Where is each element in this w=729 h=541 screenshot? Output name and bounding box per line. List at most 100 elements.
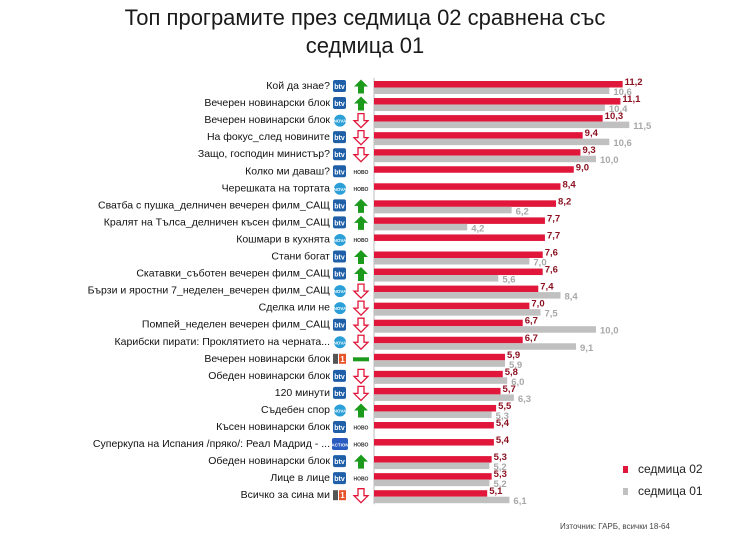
category-label: Бързи и яростни 7_неделен_вечерен филм_С… — [88, 285, 331, 297]
btv-logo-text: btv — [334, 169, 345, 176]
category-label: Колко ми даваш? — [245, 165, 330, 177]
bar-week02 — [374, 302, 530, 310]
value-label-week01: 11,5 — [633, 121, 652, 132]
bar-week02 — [374, 319, 523, 327]
btv-logo-text: btv — [334, 272, 345, 279]
arrow-down-icon — [352, 334, 370, 351]
arrow-up-icon — [354, 267, 368, 282]
btv-logo-text: btv — [334, 459, 345, 466]
nova-logo-icon — [334, 114, 346, 127]
value-label-week02: 5,7 — [503, 384, 516, 395]
category-label: Карибски пирати: Проклятието на черната.… — [115, 336, 330, 348]
bar-week02 — [374, 353, 505, 361]
action-logo-text: ACTION — [331, 443, 348, 448]
arrow-down-icon — [352, 300, 370, 317]
no-change-icon — [353, 357, 369, 362]
value-label-week01: 5,2 — [493, 462, 506, 473]
bar-week02 — [374, 200, 557, 207]
btv-logo-text: btv — [334, 135, 345, 142]
bar-week01 — [374, 309, 541, 316]
value-label-week02: 11,2 — [625, 77, 643, 88]
chart-title: Топ програмите през седмица 02 сравнена … — [40, 4, 690, 60]
value-label-week02: 9,4 — [585, 128, 599, 139]
arrow-down-icon — [352, 283, 370, 300]
btv-logo-text: btv — [334, 101, 345, 108]
arrow-up-icon — [354, 96, 368, 111]
new-badge: НОВО — [354, 187, 369, 193]
legend-swatch-week01 — [623, 487, 628, 495]
btv-logo-icon — [333, 472, 346, 485]
category-label: Сделка или не — [259, 302, 330, 314]
btv-logo-text: btv — [334, 323, 345, 330]
value-label-week02: 5,9 — [507, 350, 520, 361]
category-label: 120 минути — [275, 387, 330, 399]
value-label-week02: 11,1 — [622, 94, 641, 105]
btv-logo-icon — [333, 80, 346, 92]
nova-logo-text: NOVA — [334, 238, 347, 243]
value-label-week01: 5,2 — [493, 479, 506, 490]
bar-week02 — [374, 217, 545, 224]
category-label: Вечерен новинарски блок — [204, 353, 330, 365]
bar-week01 — [374, 411, 492, 418]
value-label-week01: 5,9 — [509, 360, 522, 371]
value-label-week01: 6,0 — [511, 377, 524, 388]
value-label-week01: 10,6 — [613, 138, 632, 149]
category-label: Стани богат — [271, 251, 330, 263]
category-label: Сватба с пушка_делничен вечерен филм_САЩ — [98, 199, 330, 211]
bar-week01 — [374, 377, 508, 384]
arrow-up-icon — [354, 215, 368, 230]
btv-logo-text: btv — [334, 203, 345, 210]
value-label-week01: 9,1 — [580, 343, 594, 354]
value-label-week02: 5,5 — [498, 401, 512, 412]
value-label-week02: 6,7 — [525, 333, 538, 344]
value-label-week02: 6,7 — [525, 316, 538, 327]
value-label-week02: 5,4 — [496, 435, 510, 446]
legend-label-week02: седмица 02 — [638, 462, 703, 476]
bnt-logo-icon — [339, 353, 346, 364]
category-label: Всичко за сина ми — [241, 489, 331, 501]
chart-legend: седмица 02 седмица 01 — [623, 458, 703, 502]
bar-week01 — [374, 360, 505, 367]
legend-item-week02: седмица 02 — [623, 458, 703, 480]
nova-logo-icon — [334, 233, 346, 246]
value-label-week01: 5,3 — [496, 411, 509, 422]
value-label-week02: 7,7 — [547, 230, 560, 241]
value-label-week01: 10,6 — [613, 87, 632, 98]
arrow-up-icon — [354, 250, 368, 264]
nova-logo-icon — [334, 285, 346, 298]
category-label: Скатавки_съботен вечерен филм_САЩ — [136, 268, 330, 280]
category-label: Суперкупа на Испания /пряко/: Реал Мадри… — [93, 438, 330, 450]
value-label-week02: 8,2 — [558, 196, 571, 207]
value-label-week01: 7,0 — [533, 258, 546, 269]
arrow-down-icon — [352, 385, 370, 402]
bar-week02 — [374, 234, 545, 241]
bnt-logo-icon — [333, 490, 338, 501]
btv-logo-icon — [333, 250, 346, 263]
btv-logo-text: btv — [334, 425, 345, 432]
bar-week02 — [374, 251, 543, 258]
category-label: Вечерен новинарски блок — [204, 114, 330, 126]
arrow-up-icon — [354, 403, 368, 418]
nova-logo-text: NOVA — [334, 187, 347, 192]
bnt-logo-text: 1 — [340, 491, 345, 500]
nova-logo-icon — [334, 336, 346, 349]
nova-logo-text: NOVA — [334, 119, 347, 124]
btv-logo-text: btv — [334, 220, 345, 227]
value-label-week01: 5,6 — [502, 275, 515, 286]
value-label-week02: 7,6 — [545, 248, 558, 259]
category-label: Кой да знае? — [266, 80, 330, 92]
bar-week02 — [374, 370, 503, 378]
bar-week02 — [374, 439, 494, 446]
value-label-week01: 4,2 — [471, 223, 484, 234]
nova-logo-icon — [334, 302, 346, 315]
category-label: Защо, господин министър? — [198, 148, 330, 160]
bar-week02 — [374, 132, 583, 139]
value-label-week02: 5,4 — [496, 418, 510, 429]
bnt-logo-text: 1 — [340, 355, 345, 364]
category-label: Кошмари в кухнята — [236, 233, 330, 245]
value-label-week01: 6,3 — [518, 394, 531, 405]
btv-logo-icon — [333, 318, 346, 331]
value-label-week02: 7,4 — [540, 282, 554, 293]
legend-swatch-week02 — [623, 465, 628, 473]
value-label-week02: 5,3 — [494, 469, 507, 480]
